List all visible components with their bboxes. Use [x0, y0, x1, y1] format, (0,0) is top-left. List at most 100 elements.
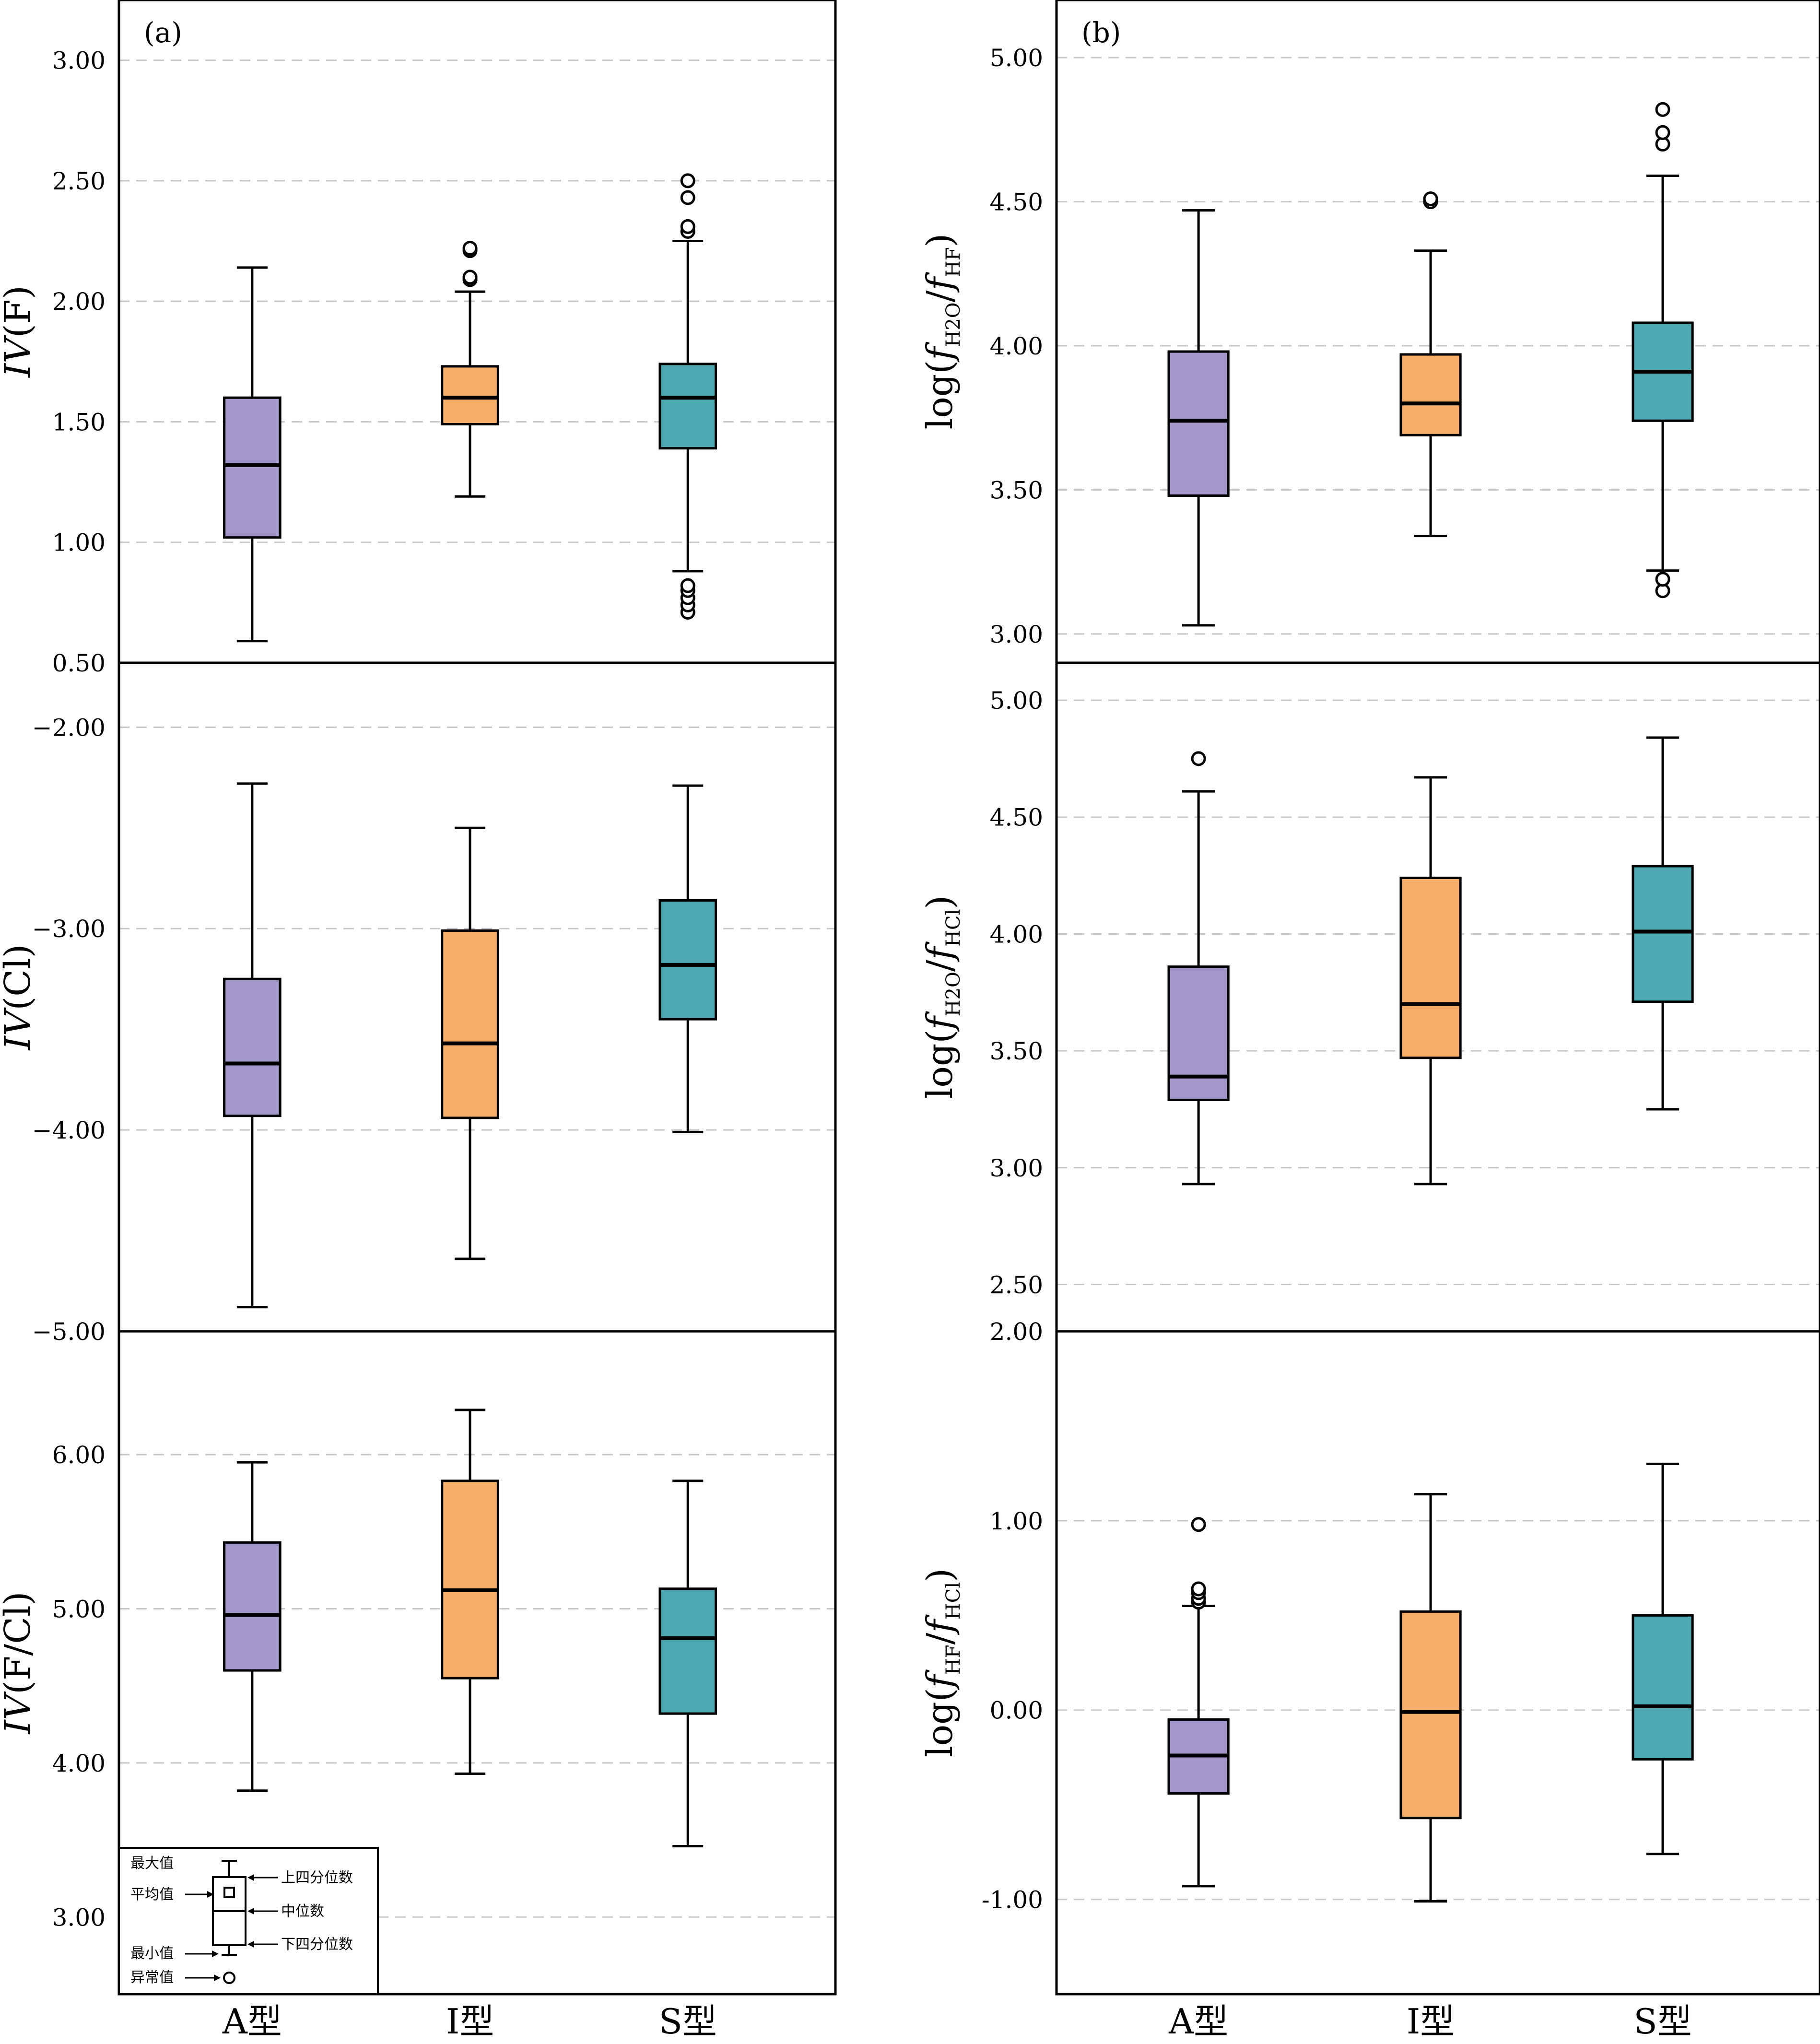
- iqr-box: [658, 899, 717, 1021]
- legend-frame: [118, 1847, 379, 1995]
- panel-frame: [1055, 1330, 1820, 1996]
- panel-label: (b): [1081, 16, 1121, 49]
- box-S: [1632, 736, 1694, 1111]
- outlier-point: [680, 219, 695, 234]
- y-tick-label: 1.00: [52, 529, 106, 557]
- y-tick-label: 4.00: [52, 1750, 106, 1777]
- y-tick-label: −3.00: [32, 915, 106, 943]
- panel-2: 3.00 3.50 4.00 4.50 5.00 (b) log(fH2O/fHF): [919, 0, 1820, 664]
- iqr-box: [441, 929, 499, 1119]
- category-label: A型: [1168, 2001, 1228, 2042]
- box-S: [658, 1480, 717, 1847]
- y-tick-label: −2.00: [32, 714, 106, 741]
- y-tick-label: 1.50: [52, 408, 106, 436]
- category-label: I型: [446, 2001, 494, 2042]
- iqr-box: [1632, 1614, 1694, 1761]
- box-S: [658, 784, 717, 1133]
- iqr-box: [658, 1587, 717, 1715]
- legend-mean-marker: [223, 1887, 235, 1898]
- y-axis-label: log(fHF/fHCl): [919, 1568, 964, 1757]
- legend-mean-label: 平均值: [130, 1886, 174, 1903]
- iqr-box: [441, 1480, 499, 1680]
- legend-outlier-marker: [223, 1972, 235, 1984]
- legend-min-label: 最小值: [130, 1945, 174, 1962]
- iqr-box: [1167, 965, 1230, 1101]
- box-I: [1399, 191, 1462, 538]
- y-tick-label: 5.00: [990, 687, 1043, 715]
- iqr-box: [223, 1541, 282, 1672]
- box-I: [441, 826, 499, 1260]
- iqr-box: [223, 977, 282, 1117]
- box-S: [1632, 102, 1694, 599]
- y-tick-label: 2.50: [990, 1271, 1043, 1299]
- box-S: [658, 173, 717, 620]
- legend-q3-label: 上四分位数: [281, 1869, 353, 1886]
- box-A: [223, 1461, 282, 1792]
- panel-6: -1.00 0.00 1.00 2.00 log(fHF/fHCl): [919, 1318, 1820, 1996]
- iqr-box: [1399, 876, 1462, 1059]
- outlier-point: [680, 173, 695, 188]
- category-label: S型: [1633, 2001, 1691, 2042]
- iqr-box: [1167, 350, 1230, 497]
- y-tick-label: 4.50: [990, 188, 1043, 216]
- outlier-point: [680, 578, 695, 593]
- panel-label: (a): [144, 16, 182, 49]
- y-tick-label: 3.00: [990, 621, 1043, 648]
- y-axis-label: log(fH2O/fHCl): [919, 895, 964, 1099]
- y-tick-label: 4.00: [990, 920, 1043, 948]
- category-label: S型: [659, 2001, 717, 2042]
- box-A: [1167, 751, 1230, 1186]
- outlier-point: [1191, 751, 1206, 766]
- panel-1: 0.50 1.00 1.50 2.00 2.50 3.00 (a) IV(F): [0, 0, 837, 677]
- y-tick-label: 2.00: [52, 288, 106, 316]
- y-tick-label: 5.00: [990, 44, 1043, 72]
- y-tick-label: 3.00: [990, 1154, 1043, 1182]
- y-tick-label: 3.50: [990, 1037, 1043, 1065]
- y-axis-label: log(fH2O/fHF): [919, 234, 964, 430]
- y-tick-label: −5.00: [32, 1318, 106, 1346]
- box-A: [223, 266, 282, 643]
- y-tick-label: 6.00: [52, 1441, 106, 1469]
- outlier-point: [462, 241, 478, 256]
- legend-max-label: 最大值: [130, 1855, 174, 1872]
- category-label: A型: [222, 2001, 282, 2042]
- iqr-box: [658, 363, 717, 450]
- box-A: [1167, 209, 1230, 627]
- y-axis-label: IV(F): [0, 285, 38, 378]
- box-I: [1399, 776, 1462, 1186]
- y-tick-label: −4.00: [32, 1116, 106, 1144]
- iqr-box: [223, 396, 282, 539]
- panel-4: 2.50 3.00 3.50 4.00 4.50 5.00 log(fH2O/fHCl): [919, 661, 1820, 1333]
- y-tick-label: 0.50: [52, 649, 106, 677]
- outlier-point: [1191, 1581, 1206, 1597]
- category-label: I型: [1407, 2001, 1455, 2042]
- panel-frame: [1055, 0, 1820, 664]
- iqr-box: [1399, 353, 1462, 436]
- y-tick-label: 2.50: [52, 167, 106, 195]
- legend-outlier-label: 异常值: [130, 1969, 174, 1986]
- iqr-box: [1632, 865, 1694, 1003]
- legend-inset: 最大值 平均值 最小值 异常值 上四分位数 中位数 下四分位数: [118, 1847, 379, 1995]
- box-S: [1632, 1462, 1694, 1856]
- outlier-point: [1655, 572, 1670, 587]
- y-tick-label: -1.00: [982, 1886, 1043, 1914]
- box-I: [441, 1409, 499, 1775]
- box-A: [223, 782, 282, 1309]
- y-axis-label: IV(F/Cl): [0, 1592, 38, 1735]
- y-tick-label: 1.00: [990, 1507, 1043, 1535]
- outlier-point: [1191, 1517, 1206, 1532]
- outlier-point: [680, 190, 695, 205]
- y-tick-label: 4.00: [990, 332, 1043, 360]
- outlier-point: [462, 270, 478, 285]
- box-A: [1167, 1517, 1230, 1888]
- y-tick-label: 2.00: [990, 1318, 1043, 1346]
- box-I: [441, 241, 499, 498]
- panel-frame: [117, 0, 837, 664]
- outlier-point: [1655, 125, 1670, 140]
- y-tick-label: 4.50: [990, 804, 1043, 832]
- y-tick-label: 3.00: [52, 47, 106, 75]
- y-tick-label: 0.00: [990, 1697, 1043, 1725]
- y-tick-label: 3.50: [990, 476, 1043, 504]
